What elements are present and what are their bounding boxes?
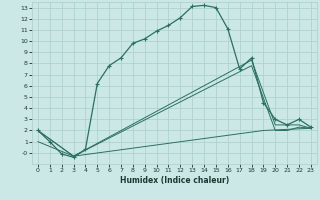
X-axis label: Humidex (Indice chaleur): Humidex (Indice chaleur)	[120, 176, 229, 185]
